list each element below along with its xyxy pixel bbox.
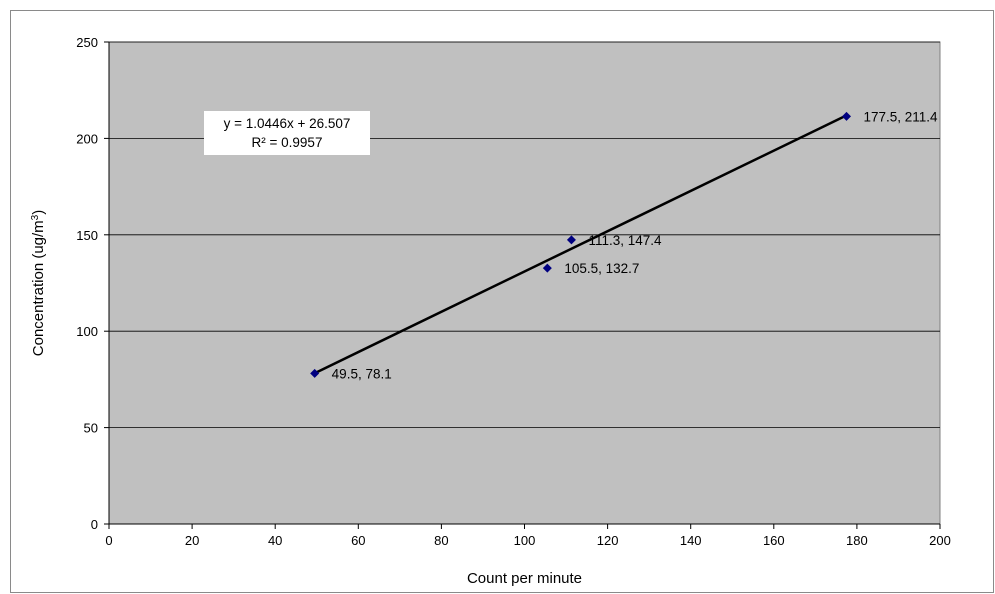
data-point-marker [842, 111, 852, 121]
y-axis-title: Concentration (ug/m3) [30, 210, 48, 356]
x-axis-title: Count per minute [467, 570, 582, 587]
x-tick-label: 120 [597, 533, 619, 548]
x-tick-label: 60 [351, 533, 365, 548]
x-tick-labels: 0 20 40 60 80 100 120 140 160 180 200 [105, 533, 950, 548]
data-point-label: 177.5, 211.4 [864, 109, 939, 124]
x-tick-label: 0 [105, 533, 112, 548]
x-tick-label: 160 [763, 533, 785, 548]
data-point-label: 105.5, 132.7 [564, 261, 639, 276]
data-points [310, 111, 852, 378]
axes [104, 41, 941, 529]
r-squared: R² = 0.9957 [252, 135, 323, 150]
y-tick-label: 50 [84, 421, 98, 436]
trendline [314, 114, 848, 375]
x-tick-label: 80 [434, 533, 448, 548]
y-tick-label: 100 [76, 324, 98, 339]
y-tick-label: 200 [76, 131, 98, 146]
data-point-marker [566, 235, 576, 245]
data-point-marker [310, 368, 320, 378]
data-point-label: 49.5, 78.1 [332, 366, 392, 381]
y-tick-label: 250 [76, 35, 98, 50]
trendline-equation: y = 1.0446x + 26.507 [224, 116, 351, 131]
data-point-marker [542, 263, 552, 273]
x-tick-label: 140 [680, 533, 702, 548]
y-tick-labels: 0 50 100 150 200 250 [76, 35, 98, 532]
data-labels: 49.5, 78.1 105.5, 132.7 111.3, 147.4 177.5,… [332, 109, 938, 381]
x-tick-label: 200 [929, 533, 951, 548]
trendline-equation-box: y = 1.0446x + 26.507 R² = 0.9957 [204, 111, 370, 155]
data-point-label: 111.3, 147.4 [588, 233, 662, 248]
x-tick-label: 100 [514, 533, 536, 548]
x-tick-label: 180 [846, 533, 868, 548]
x-tick-label: 40 [268, 533, 282, 548]
x-tick-label: 20 [185, 533, 199, 548]
y-tick-label: 150 [76, 228, 98, 243]
y-tick-label: 0 [91, 517, 98, 532]
